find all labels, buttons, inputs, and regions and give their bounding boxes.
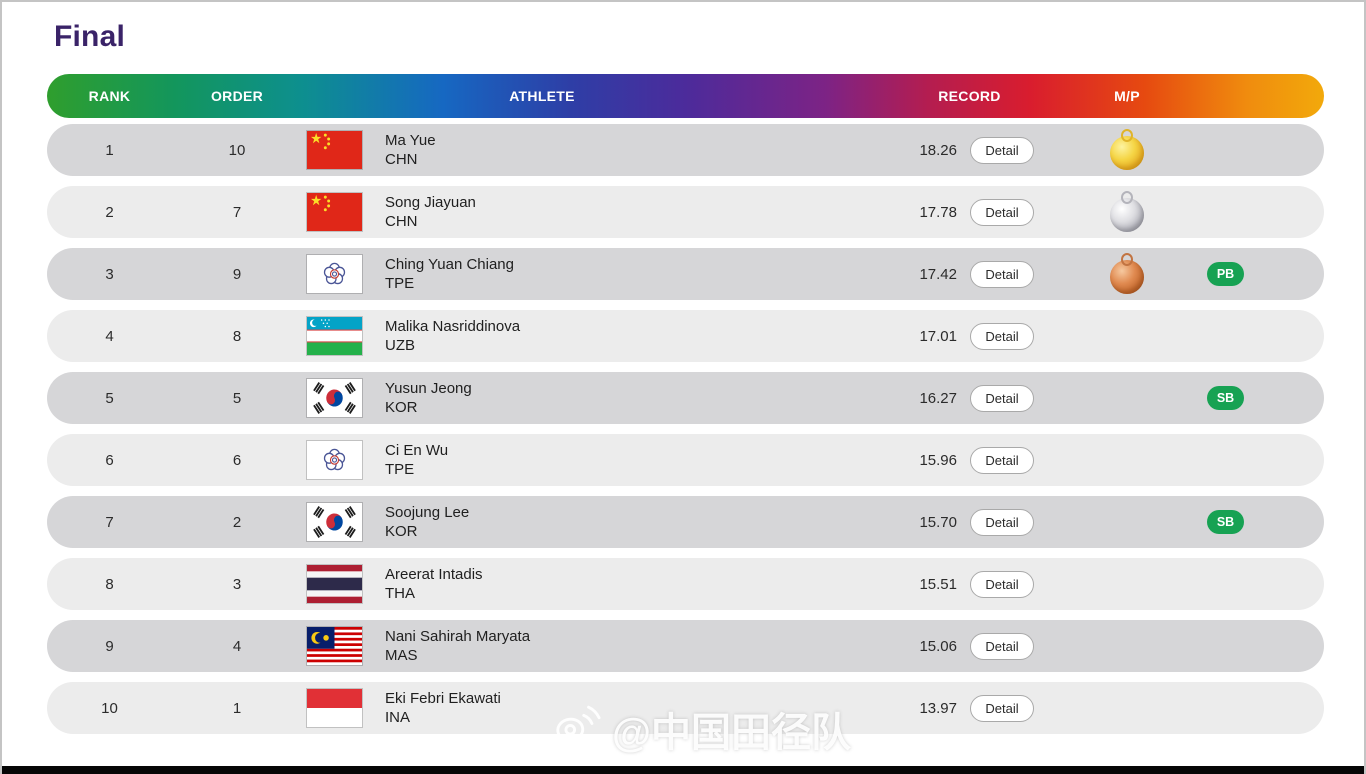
table-row: 2 7 Song Jiayuan CHN 17.78 Detail <box>47 186 1324 238</box>
athlete-name: Soojung Lee <box>385 504 470 521</box>
athlete-country: THA <box>385 585 415 602</box>
table-row: 5 5 Yusun Jeong KOR 16.27 Detail SB <box>47 372 1324 424</box>
header-mp: M/P <box>1114 88 1140 104</box>
record-value: 18.26 <box>919 141 957 159</box>
athlete-country: CHN <box>385 151 418 168</box>
order-value: 7 <box>232 203 242 221</box>
gold-medal-icon <box>1110 135 1144 170</box>
detail-button[interactable]: Detail <box>970 198 1034 226</box>
athlete-name: Malika Nasriddinova <box>385 318 521 335</box>
record-value: 15.96 <box>919 451 957 469</box>
results-table: RANK ORDER ATHLETE RECORD M/P 1 10 Ma Yu… <box>47 74 1324 734</box>
results-page: Final RANK ORDER ATHLETE RECORD M/P 1 10… <box>2 2 1364 734</box>
season-best-badge: PB <box>1207 262 1244 286</box>
athlete-name: Song Jiayuan <box>385 194 476 211</box>
athlete-country: TPE <box>385 461 415 478</box>
athlete-name: Ching Yuan Chiang <box>385 256 514 273</box>
athlete-name: Ma Yue <box>385 132 436 149</box>
athlete-name: Nani Sahirah Maryata <box>385 628 531 645</box>
record-value: 13.97 <box>919 699 957 717</box>
record-value: 15.70 <box>919 513 957 531</box>
rank-value: 10 <box>101 699 118 717</box>
detail-button[interactable]: Detail <box>970 632 1034 660</box>
order-value: 4 <box>232 637 242 655</box>
header-rank: RANK <box>88 88 131 104</box>
order-value: 5 <box>232 389 242 407</box>
table-row: 6 6 Ci En Wu TPE 15.96 Detail <box>47 434 1324 486</box>
bottom-border-bar <box>2 766 1364 774</box>
athlete-country: TPE <box>385 275 415 292</box>
detail-button[interactable]: Detail <box>970 260 1034 288</box>
order-value: 6 <box>232 451 242 469</box>
rank-value: 7 <box>105 513 114 531</box>
athlete-name: Yusun Jeong <box>385 380 472 397</box>
rank-value: 2 <box>105 203 114 221</box>
order-value: 9 <box>232 265 242 283</box>
rank-value: 9 <box>105 637 114 655</box>
rank-value: 3 <box>105 265 114 283</box>
flag-kor-icon <box>307 503 362 541</box>
table-row: 9 4 Nani Sahirah Maryata MAS 15.06 Detai… <box>47 620 1324 672</box>
detail-button[interactable]: Detail <box>970 136 1034 164</box>
athlete-country: MAS <box>385 647 418 664</box>
rank-value: 5 <box>105 389 114 407</box>
athlete-country: KOR <box>385 523 418 540</box>
order-value: 1 <box>232 699 242 717</box>
order-value: 2 <box>232 513 242 531</box>
record-value: 16.27 <box>919 389 957 407</box>
season-best-badge: SB <box>1207 510 1244 534</box>
table-row: 4 8 Malika Nasriddinova UZB 17.01 Detail <box>47 310 1324 362</box>
rank-value: 1 <box>105 141 114 159</box>
athlete-country: CHN <box>385 213 418 230</box>
record-value: 17.42 <box>919 265 957 283</box>
rank-value: 6 <box>105 451 114 469</box>
rank-value: 4 <box>105 327 114 345</box>
flag-chn-icon <box>307 193 362 231</box>
detail-button[interactable]: Detail <box>970 322 1034 350</box>
results-table-body: 1 10 Ma Yue CHN 18.26 Detail 2 7 Song Ji… <box>47 124 1324 734</box>
athlete-country: INA <box>385 709 411 726</box>
record-value: 17.01 <box>919 327 957 345</box>
flag-tha-icon <box>307 565 362 603</box>
page-title: Final <box>54 20 126 53</box>
silver-medal-icon <box>1110 197 1144 232</box>
detail-button[interactable]: Detail <box>970 570 1034 598</box>
table-header: RANK ORDER ATHLETE RECORD M/P <box>47 74 1324 118</box>
table-row: 3 9 Ching Yuan Chiang TPE 17.42 Detail P… <box>47 248 1324 300</box>
table-row: 8 3 Areerat Intadis THA 15.51 Detail <box>47 558 1324 610</box>
table-row: 1 10 Ma Yue CHN 18.26 Detail <box>47 124 1324 176</box>
record-value: 17.78 <box>919 203 957 221</box>
flag-ina-icon <box>307 689 362 727</box>
athlete-name: Ci En Wu <box>385 442 449 459</box>
order-value: 3 <box>232 575 242 593</box>
flag-tpe-icon <box>307 255 362 293</box>
header-record: RECORD <box>938 88 1001 104</box>
table-row: 10 1 Eki Febri Ekawati INA 13.97 Detail <box>47 682 1324 734</box>
flag-tpe-icon <box>307 441 362 479</box>
header-athlete: ATHLETE <box>509 88 575 104</box>
athlete-name: Eki Febri Ekawati <box>385 690 501 707</box>
record-value: 15.06 <box>919 637 957 655</box>
record-value: 15.51 <box>919 575 957 593</box>
flag-kor-icon <box>307 379 362 417</box>
rank-value: 8 <box>105 575 114 593</box>
season-best-badge: SB <box>1207 386 1244 410</box>
detail-button[interactable]: Detail <box>970 508 1034 536</box>
bronze-medal-icon <box>1110 259 1144 294</box>
athlete-country: KOR <box>385 399 418 416</box>
table-row: 7 2 Soojung Lee KOR 15.70 Detail SB <box>47 496 1324 548</box>
athlete-name: Areerat Intadis <box>385 566 483 583</box>
order-value: 8 <box>232 327 242 345</box>
flag-mas-icon <box>307 627 362 665</box>
detail-button[interactable]: Detail <box>970 694 1034 722</box>
athlete-country: UZB <box>385 337 415 354</box>
flag-chn-icon <box>307 131 362 169</box>
detail-button[interactable]: Detail <box>970 384 1034 412</box>
flag-uzb-icon <box>307 317 362 355</box>
detail-button[interactable]: Detail <box>970 446 1034 474</box>
header-order: ORDER <box>210 88 264 104</box>
order-value: 10 <box>228 141 246 159</box>
